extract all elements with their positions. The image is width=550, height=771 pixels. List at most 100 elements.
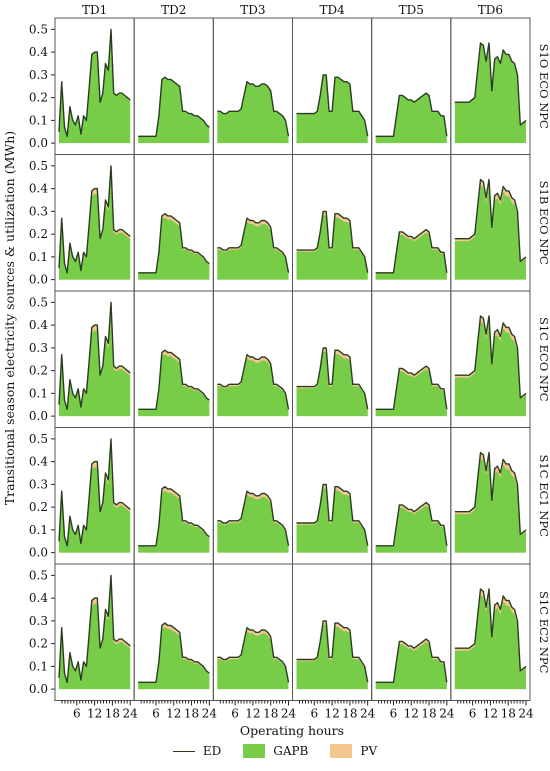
y-tick-label: 0.2 (29, 637, 48, 651)
scenario-label: S1B ECO NPC (537, 181, 550, 265)
x-tick-label: 6 (231, 707, 239, 721)
gapb-area (138, 627, 210, 690)
y-tick-label: 0.5 (29, 432, 48, 446)
y-tick-label: 0.1 (29, 250, 48, 264)
y-tick-label: 0.4 (29, 182, 48, 196)
ed-line (454, 315, 527, 399)
gapb-area (296, 488, 368, 553)
x-tick-label: 18 (501, 707, 516, 721)
gapb-area (296, 625, 368, 690)
y-tick-label: 0.0 (29, 273, 48, 287)
gapb-area (375, 505, 447, 553)
column-header-td5: TD5 (399, 3, 424, 17)
column-header-td4: TD4 (319, 3, 345, 17)
ed-line (375, 92, 448, 138)
column-header-td6: TD6 (478, 3, 503, 17)
y-tick-label: 0.3 (29, 68, 48, 82)
x-tick-label: 12 (483, 707, 498, 721)
x-tick-label: 24 (281, 707, 297, 721)
y-axis-title: Transitional season electricity sources … (2, 131, 17, 505)
y-tick-label: 0.2 (29, 500, 48, 514)
y-tick-label: 0.3 (29, 341, 48, 355)
gapb-area (59, 172, 131, 280)
x-tick-label: 24 (202, 707, 218, 721)
legend-label-ed: ED (202, 744, 222, 758)
ed-line (375, 365, 448, 410)
legend-swatch-ed (172, 750, 195, 752)
ed-line (454, 588, 527, 672)
ed-line (217, 80, 290, 137)
y-tick-label: 0.4 (29, 45, 48, 59)
ed-line (58, 301, 131, 410)
x-tick-label: 6 (390, 707, 398, 721)
scenario-label: S1C EC2 NPC (537, 591, 550, 674)
x-tick-label: 24 (439, 707, 455, 721)
gapb-area (375, 93, 447, 144)
legend-item-gapb: GAPB (243, 744, 308, 758)
gapb-area (217, 81, 289, 144)
x-tick-label: 6 (469, 707, 477, 721)
x-tick-label: 12 (404, 707, 419, 721)
legend-item-ed: ED (172, 744, 222, 758)
y-tick-label: 0.2 (29, 91, 48, 105)
gapb-area (59, 582, 131, 690)
scenario-label: S1C ECO NPC (537, 317, 550, 402)
legend-swatch-gapb (243, 744, 266, 758)
y-tick-label: 0.1 (29, 659, 48, 673)
x-tick-label: 24 (123, 707, 139, 721)
ed-line (375, 501, 448, 547)
x-tick-label: 18 (421, 707, 436, 721)
y-tick-label: 0.3 (29, 614, 48, 628)
y-tick-label: 0.0 (29, 682, 48, 696)
y-tick-label: 0.3 (29, 477, 48, 491)
column-header-td1: TD1 (82, 3, 107, 17)
ed-line (138, 76, 210, 138)
x-tick-label: 18 (263, 707, 278, 721)
ed-line (296, 210, 369, 273)
ed-line (375, 228, 448, 274)
gapb-area (138, 354, 210, 417)
gapb-area (138, 217, 210, 280)
y-tick-label: 0.4 (29, 591, 48, 605)
gapb-area (217, 631, 289, 690)
gapb-area (296, 352, 368, 417)
gapb-area (59, 29, 131, 144)
x-axis-title: Operating hours (240, 723, 344, 738)
ed-line (296, 74, 369, 137)
x-tick-label: 6 (310, 707, 318, 721)
gapb-area (138, 77, 210, 144)
legend-label-pv: PV (360, 744, 378, 758)
gapb-area (454, 458, 526, 553)
column-header-td2: TD2 (161, 3, 186, 17)
x-tick-label: 24 (360, 707, 376, 721)
legend-swatch-pv (330, 744, 353, 758)
ed-line (58, 438, 131, 547)
x-tick-label: 18 (342, 707, 357, 721)
gapb-area (59, 309, 131, 417)
x-tick-label: 6 (152, 707, 160, 721)
legend-label-gapb: GAPB (273, 744, 309, 758)
y-tick-label: 0.5 (29, 22, 48, 36)
x-tick-label: 18 (105, 707, 120, 721)
y-tick-label: 0.0 (29, 546, 48, 560)
ed-line (296, 483, 369, 546)
ed-line (454, 42, 527, 126)
scenario-label: S1O ECO NPC (537, 44, 550, 129)
ed-line (138, 622, 210, 683)
gapb-area (375, 232, 447, 280)
gapb-area (217, 358, 289, 417)
gapb-area (454, 322, 526, 417)
ed-line (454, 178, 527, 263)
ed-line (375, 638, 448, 683)
x-tick-label: 6 (73, 707, 81, 721)
column-header-td3: TD3 (240, 3, 265, 17)
x-tick-label: 24 (518, 707, 534, 721)
ed-line (296, 620, 369, 683)
panel-grid: TD1 TD2 TD3 TD4 TD5 TD6 0.0 0.1 0.2 0.3 0.4 0.5 S1O … (29, 3, 550, 721)
x-tick-label: 12 (324, 707, 339, 721)
gapb-area (138, 490, 210, 553)
gapb-area (296, 74, 368, 144)
ed-line (217, 217, 290, 273)
scenario-label: S1C EC1 NPC (537, 455, 550, 538)
y-tick-label: 0.2 (29, 227, 48, 241)
